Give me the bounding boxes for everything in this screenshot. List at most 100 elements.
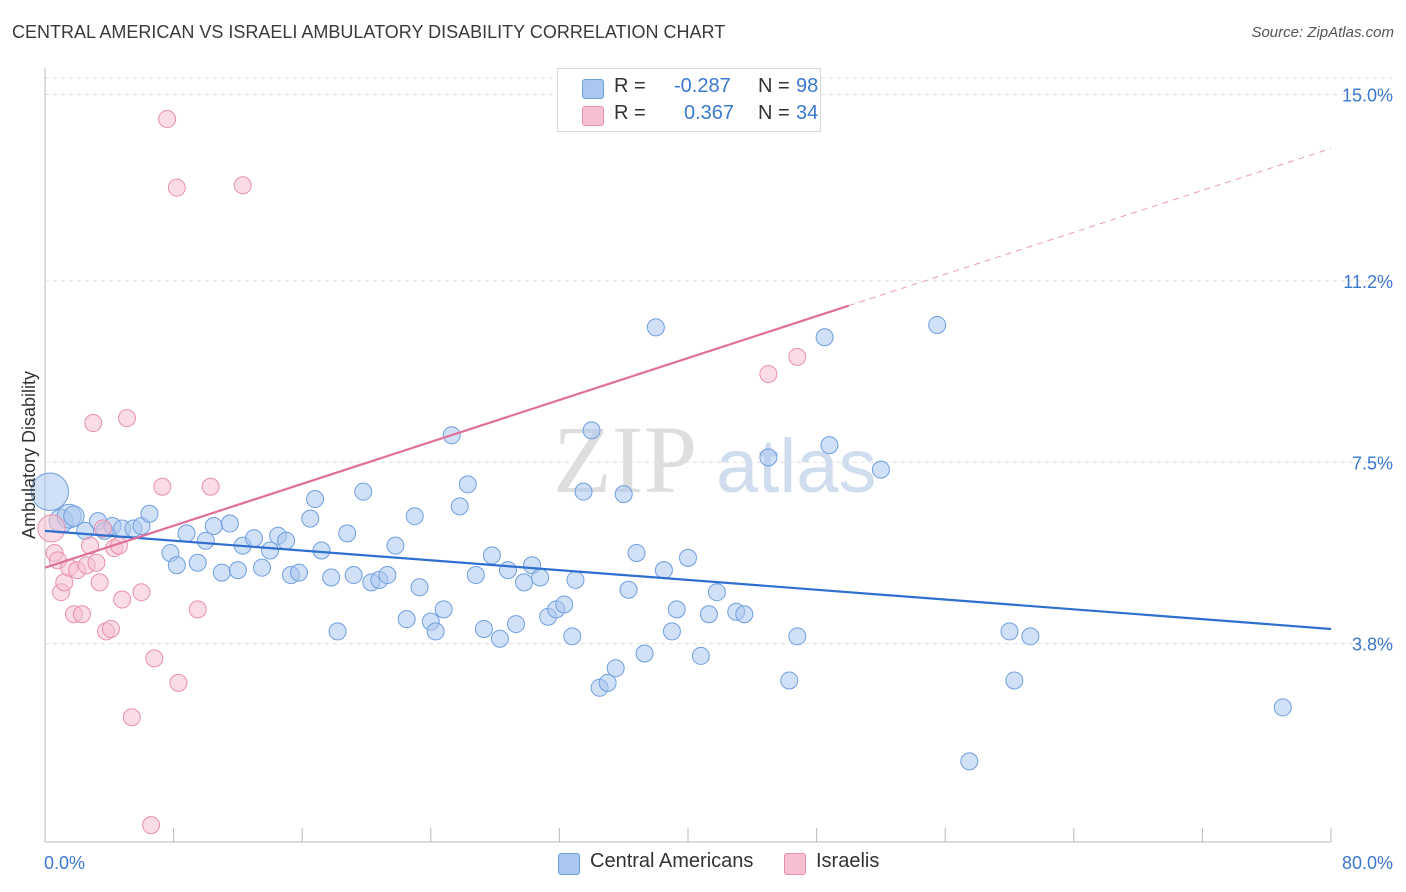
central-american-point [228,561,247,580]
source-label: Source: ZipAtlas.com [1251,24,1394,41]
central-american-point [759,448,778,467]
central-american-point [498,561,517,580]
israeli-point [117,409,136,428]
central-american-point [1000,622,1019,641]
central-american-trendline [44,529,1332,631]
bottom-legend-swatch-pink [784,853,806,875]
central-american-point [261,541,280,560]
legend-n-value: 34 [796,102,819,124]
israeli-trendline [44,304,850,569]
points-layer [30,110,1292,835]
central-american-point [606,659,625,678]
central-american-point [735,605,754,624]
central-american-point [466,566,485,585]
central-american-point [338,524,357,543]
chart-title: CENTRAL AMERICAN VS ISRAELI AMBULATORY D… [12,22,726,42]
israeli-point [93,519,112,538]
central-american-point [482,546,501,565]
central-american-point [426,622,445,641]
israeli-point [87,553,106,572]
central-american-point [627,543,646,562]
central-american-point [788,627,807,646]
central-american-point [820,436,839,455]
grid-layer [45,77,1392,645]
central-american-point [490,629,509,648]
legend-n-label: N = [758,102,790,124]
legend-n-label: N = [758,75,790,97]
axes-layer [44,68,1332,843]
israeli-trendline-extension [848,147,1332,307]
y-tick-label: 11.2% [1343,272,1393,292]
central-american-point [662,622,681,641]
trend-layer [44,147,1332,631]
central-american-point [515,573,534,592]
israeli-point [201,477,220,496]
central-american-point [30,472,70,511]
central-american-point [566,570,585,589]
central-american-point [1005,671,1024,690]
central-american-point [815,328,834,347]
central-american-point [244,529,263,548]
legend-r-value: -0.287 [674,75,731,97]
central-american-point [598,673,617,692]
central-american-point [301,509,320,528]
central-american-point [654,561,673,580]
central-american-point [188,553,207,572]
central-american-point [63,505,85,527]
central-american-point [289,563,308,582]
central-american-point [555,595,574,614]
israeli-point [122,708,141,727]
central-american-point [635,644,654,663]
central-american-point [212,563,231,582]
y-tick-label: 15.0% [1342,86,1393,106]
central-american-point [699,605,718,624]
israeli-point [132,583,151,602]
central-american-point [405,507,424,526]
israeli-point [158,110,177,129]
israeli-point [788,347,807,366]
central-american-point [960,752,979,771]
central-american-point [780,671,799,690]
israeli-point [153,477,172,496]
israeli-point [84,414,103,433]
central-american-point [646,318,665,337]
central-american-point [140,504,159,523]
central-american-point [434,600,453,619]
y-tick-label: 3.8% [1352,635,1393,655]
israeli-point [101,619,120,638]
central-american-point [582,421,601,440]
central-american-point [871,460,890,479]
central-american-point [354,482,373,501]
central-american-point [458,475,477,494]
central-american-point [378,566,397,585]
central-american-point [531,568,550,587]
x-tick-label-min: 0.0% [44,853,85,873]
israeli-point [90,573,109,592]
israeli-point [72,605,91,624]
legend-swatch-blue [582,79,604,99]
central-american-point [220,514,239,533]
central-american-point [679,548,697,567]
central-american-point [506,615,525,634]
bottom-legend-label: Israelis [816,850,880,872]
y-axis-label: Ambulatory Disability [19,371,39,539]
israeli-point [169,673,188,692]
israeli-point [167,178,186,197]
legend-n-value: 98 [796,75,819,97]
y-tick-label: 7.5% [1352,453,1393,473]
legend-r-label: R = [614,102,646,124]
labels-layer: 3.8% 7.5% 11.2% 15.0% 0.0% 80.0% Ambulatory Di… [19,86,1393,873]
central-american-point [707,583,726,602]
central-american-point [410,578,429,597]
central-american-point [177,524,196,543]
correlation-legend: R = -0.287 N = 98 R = 0.367 N = 34 [557,68,821,132]
watermark-atlas: atlas [716,424,877,509]
central-american-point [563,627,582,646]
central-american-point [667,600,686,619]
israeli-point [233,176,252,195]
israeli-point [142,816,161,835]
israeli-point [145,649,164,668]
central-american-point [344,566,363,585]
x-tick-label-max: 80.0% [1342,853,1393,873]
